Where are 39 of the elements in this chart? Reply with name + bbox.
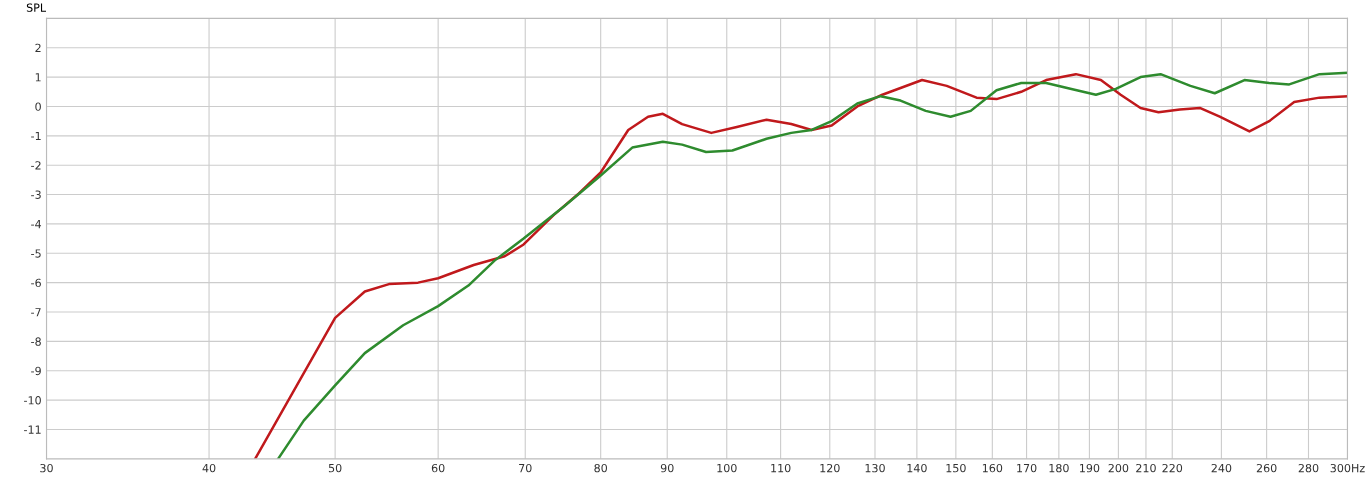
y-tick-label: -4 xyxy=(31,220,42,229)
y-tick-label: 0 xyxy=(35,102,41,111)
x-tick-label: 70 xyxy=(519,463,532,473)
y-tick-label: 2 xyxy=(35,43,41,52)
x-tick-label: 50 xyxy=(328,463,342,473)
x-tick-label: 190 xyxy=(1080,463,1100,473)
y-tick-label: -2 xyxy=(31,161,41,170)
y-tick-label: -3 xyxy=(31,190,41,199)
x-tick-label: 110 xyxy=(771,463,791,473)
x-tick-label: 210 xyxy=(1136,463,1156,473)
y-tick-label: -1 xyxy=(31,131,41,141)
x-tick-label: 60 xyxy=(431,463,445,473)
y-axis-title: SPL xyxy=(26,3,47,12)
x-tick-label: 240 xyxy=(1211,463,1232,473)
x-tick-label: 80 xyxy=(594,463,608,473)
y-tick-label: -11 xyxy=(24,425,41,434)
x-tick-label: 120 xyxy=(820,463,840,473)
x-tick-label: 150 xyxy=(946,463,966,473)
y-tick-label: -9 xyxy=(31,366,41,376)
x-tick-label: 260 xyxy=(1256,463,1277,473)
y-tick-label: -6 xyxy=(31,278,41,288)
x-tick-label: 160 xyxy=(982,463,1003,473)
x-tick-label: 220 xyxy=(1162,463,1183,473)
x-tick-label: 30 xyxy=(40,463,53,473)
x-tick-label: 130 xyxy=(865,463,885,473)
y-tick-label: -7 xyxy=(31,308,41,317)
x-tick-label: 280 xyxy=(1298,463,1319,473)
x-tick-label: 100 xyxy=(717,463,737,473)
x-tick-label: 90 xyxy=(660,463,674,473)
x-tick-label: 140 xyxy=(907,463,927,473)
x-tick-label: 40 xyxy=(202,463,216,473)
y-tick-label: -5 xyxy=(31,249,41,258)
x-tick-label: 200 xyxy=(1108,463,1129,473)
y-tick-label: -10 xyxy=(24,396,41,405)
y-tick-label: 1 xyxy=(35,73,41,82)
x-tick-label: 300Hz xyxy=(1330,463,1365,473)
x-tick-label: 170 xyxy=(1017,463,1037,473)
y-tick-label: -8 xyxy=(31,337,41,346)
x-tick-label: 180 xyxy=(1049,463,1069,473)
